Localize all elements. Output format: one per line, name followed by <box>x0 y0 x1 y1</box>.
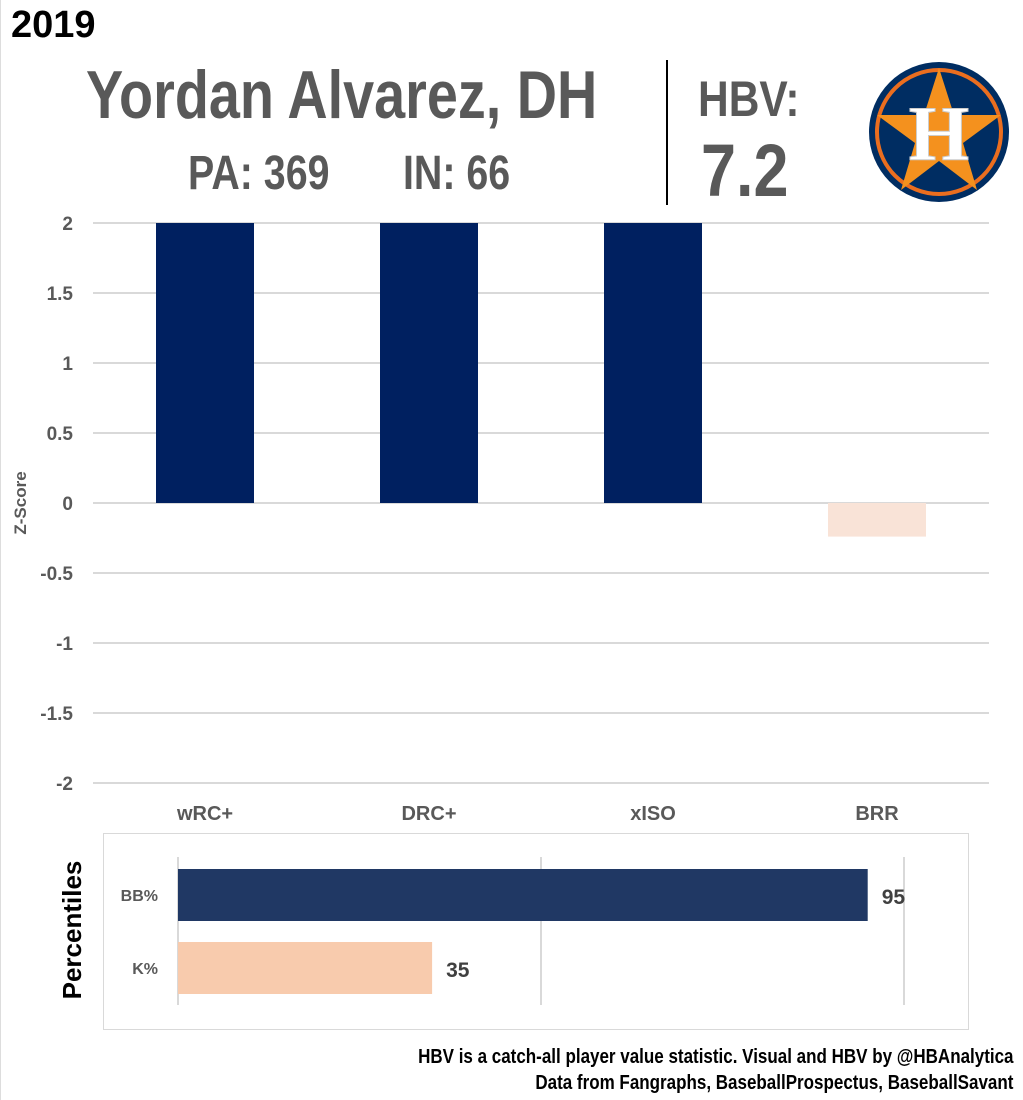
bar-DRC+ <box>380 223 478 503</box>
hbv-label: HBV: <box>698 71 800 127</box>
value-label: 95 <box>882 886 906 909</box>
percentile-box <box>103 833 969 1030</box>
footer-line-1: HBV is a catch-all player value statisti… <box>417 1046 1013 1068</box>
y-tick-label: 1 <box>62 354 73 375</box>
player-name: Yordan Alvarez, DH <box>86 57 598 133</box>
category-label: BB% <box>121 888 158 905</box>
y-tick-label: -1 <box>56 634 73 655</box>
header-divider <box>666 60 668 205</box>
y-axis-label: Z-Score <box>11 471 30 534</box>
bar-BRR <box>828 503 926 537</box>
hbv-value: 7.2 <box>701 129 789 212</box>
x-tick-label: DRC+ <box>401 803 456 825</box>
x-tick-label: wRC+ <box>176 803 233 825</box>
x-tick-label: xISO <box>630 803 676 825</box>
pa-label: PA: 369 <box>188 147 330 200</box>
footer-line-2: Data from Fangraphs, BaseballProspectus,… <box>534 1072 1013 1094</box>
in-label: IN: 66 <box>403 147 511 200</box>
bar-BB% <box>178 869 868 921</box>
bar-K% <box>178 942 433 994</box>
x-tick-label: BRR <box>855 803 899 825</box>
y-tick-label: 0 <box>62 494 73 515</box>
year-label: 2019 <box>11 4 96 46</box>
y-tick-label: -1.5 <box>40 704 73 725</box>
bar-wRC+ <box>156 223 254 503</box>
y-tick-label: 0.5 <box>47 424 74 445</box>
y-tick-label: 2 <box>62 214 73 235</box>
bar-xISO <box>604 223 702 503</box>
y-axis-label: Percentiles <box>57 861 87 1000</box>
category-label: K% <box>132 961 158 978</box>
value-label: 35 <box>446 959 470 982</box>
y-tick-label: 1.5 <box>47 284 74 305</box>
y-tick-label: -2 <box>56 774 73 795</box>
y-tick-label: -0.5 <box>40 564 73 585</box>
